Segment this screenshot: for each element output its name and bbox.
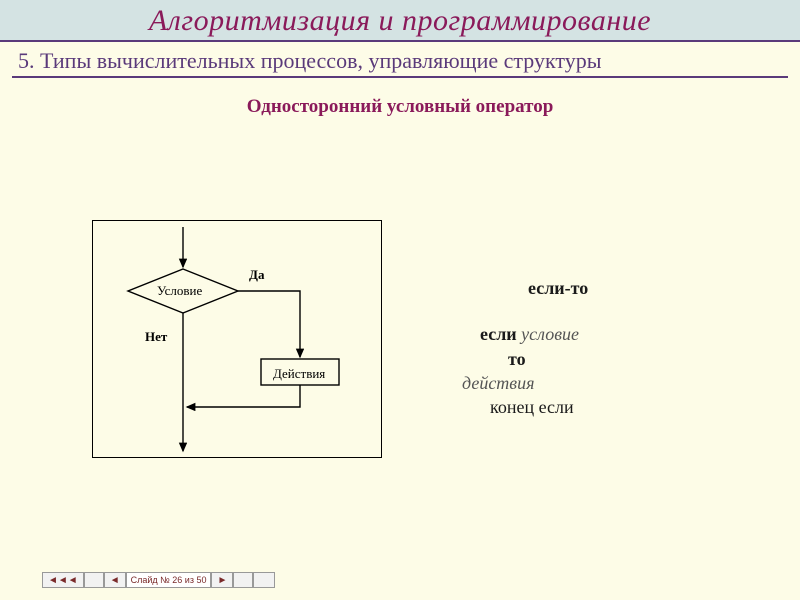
flowchart-frame: Условие Действия Да Нет: [92, 220, 382, 458]
edge-merge: [187, 385, 300, 407]
nav-blank1[interactable]: [84, 572, 104, 588]
no-label: Нет: [145, 329, 167, 345]
condition-label: Условие: [157, 283, 202, 299]
nav-slide-counter: Слайд № 26 из 50: [126, 572, 212, 588]
cond-text: условие: [521, 324, 579, 344]
page-title: Алгоритмизация и программирование: [0, 4, 800, 38]
flowchart-svg: [93, 221, 383, 459]
action-label: Действия: [273, 366, 325, 382]
nav-next-button[interactable]: ►: [211, 572, 233, 588]
nav-last-button[interactable]: [253, 572, 275, 588]
pseudocode-line: то: [480, 347, 588, 371]
kw-if: если: [480, 324, 517, 344]
edge-yes: [238, 291, 300, 357]
content-area: Условие Действия Да Нет если-то если усл…: [0, 118, 800, 518]
slide-navbar: ◄◄◄ ◄ Слайд № 26 из 50 ►: [42, 572, 275, 590]
title-bar: Алгоритмизация и программирование: [0, 0, 800, 40]
pseudocode-heading: если-то: [528, 276, 588, 300]
subtitle-text: Типы вычислительных процессов, управляющ…: [40, 48, 601, 73]
subtitle-underline: [12, 76, 788, 78]
pseudocode-block: если-то если условие то действия конец е…: [480, 276, 588, 419]
pseudocode-line: конец если: [480, 395, 588, 419]
yes-label: Да: [249, 267, 264, 283]
actions-text: действия: [462, 373, 534, 393]
kw-then: то: [508, 349, 526, 369]
kw-endif: конец если: [490, 397, 574, 417]
subtitle-row: 5. Типы вычислительных процессов, управл…: [0, 42, 800, 76]
subtitle-number: 5.: [18, 48, 35, 73]
section-title: Односторонний условный оператор: [0, 96, 800, 118]
nav-first-button[interactable]: ◄◄◄: [42, 572, 84, 588]
nav-prev-button[interactable]: ◄: [104, 572, 126, 588]
pseudocode-line: действия: [462, 371, 588, 395]
pseudocode-line: если условие: [480, 322, 588, 346]
nav-blank2[interactable]: [233, 572, 253, 588]
